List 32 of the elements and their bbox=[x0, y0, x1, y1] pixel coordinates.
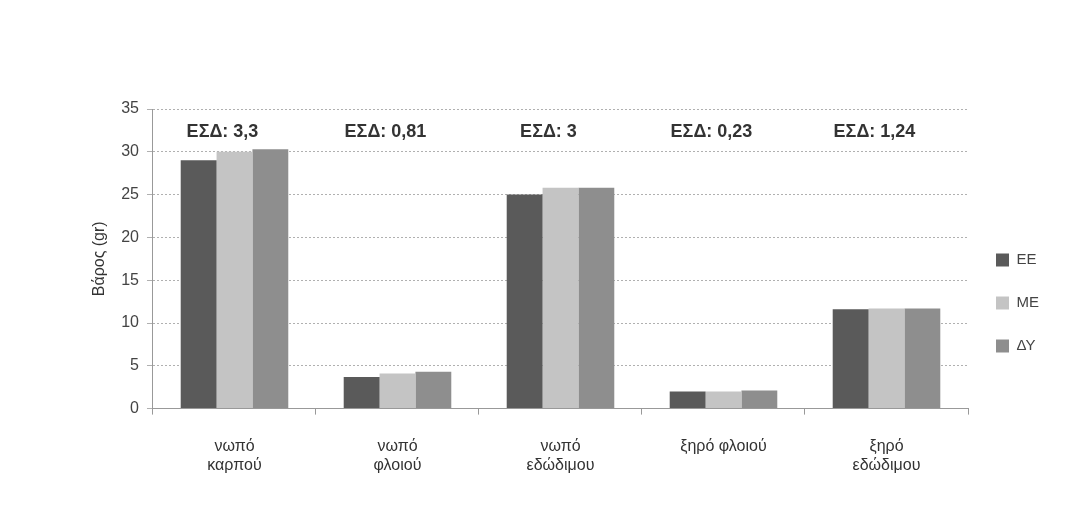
annotation: ΕΣΔ: 3 bbox=[520, 120, 577, 141]
legend-label: ΕΕ bbox=[1016, 250, 1037, 268]
bar bbox=[542, 187, 579, 409]
bar bbox=[180, 160, 217, 409]
bar bbox=[379, 373, 416, 409]
bar bbox=[343, 376, 380, 409]
x-tick-label: νωπό καρπού bbox=[207, 436, 262, 473]
x-tick-label: ξηρό φλοιού bbox=[680, 436, 767, 455]
y-tick-label: 0 bbox=[130, 399, 140, 417]
x-tick-label: νωπό φλοιού bbox=[373, 436, 422, 473]
y-tick-label: 5 bbox=[130, 356, 140, 374]
bar bbox=[216, 151, 253, 409]
y-axis-title: Βάρος (gr) bbox=[90, 221, 108, 297]
bar bbox=[832, 309, 869, 409]
legend-label: ΔΥ bbox=[1016, 336, 1036, 354]
y-tick-label: 30 bbox=[121, 142, 140, 160]
annotation: ΕΣΔ: 1,24 bbox=[833, 120, 916, 141]
bar bbox=[705, 391, 742, 409]
bar bbox=[506, 194, 543, 409]
legend-label: ΜΕ bbox=[1016, 293, 1039, 311]
annotation: ΕΣΔ: 0,81 bbox=[344, 120, 427, 141]
annotation: ΕΣΔ: 3,3 bbox=[186, 120, 259, 141]
y-tick-label: 10 bbox=[121, 313, 140, 331]
x-tick-label: νωπό εδώδιμου bbox=[526, 436, 595, 473]
y-tick-label: 20 bbox=[121, 227, 140, 245]
y-tick-label: 25 bbox=[121, 185, 140, 203]
x-tick-label: ξηρό εδώδιμου bbox=[852, 436, 921, 473]
bar bbox=[669, 391, 706, 409]
annotation: ΕΣΔ: 0,23 bbox=[670, 120, 753, 141]
y-tick-label: 15 bbox=[121, 270, 140, 288]
bar bbox=[868, 308, 905, 409]
y-tick-label: 35 bbox=[121, 99, 140, 117]
